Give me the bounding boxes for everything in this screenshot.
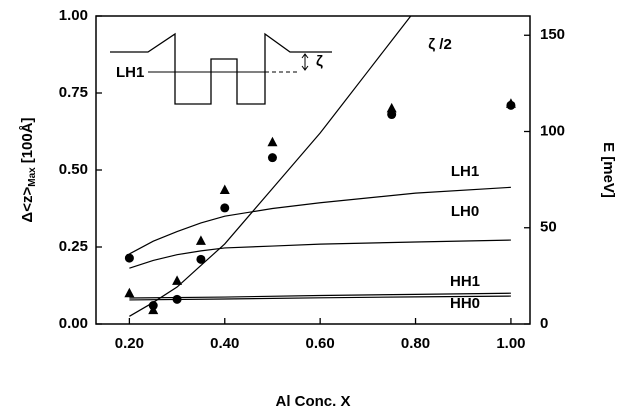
y2-axis-label: E [meV] (600, 142, 617, 198)
series-label: LH0 (451, 203, 479, 220)
y-label-main: Δ<z> (19, 187, 36, 223)
series-line (129, 239, 511, 269)
inset-label: LH1 (116, 64, 144, 81)
data-point (196, 254, 206, 264)
data-point (505, 98, 516, 108)
y-axis-label: Δ<z>Max [100Å] (19, 117, 38, 222)
series-label: LH1 (451, 163, 479, 180)
y2-tick-label: 100 (540, 122, 565, 139)
x-tick-label: 0.20 (115, 335, 144, 352)
data-point (124, 287, 135, 298)
data-point (267, 153, 277, 163)
data-point (220, 203, 230, 213)
data-point (172, 275, 183, 285)
data-point (124, 253, 134, 263)
series-label: ζ /2 (428, 36, 452, 53)
series-label: HH1 (450, 273, 480, 290)
y-tick-label: 0.00 (59, 315, 88, 332)
data-point (386, 102, 397, 113)
y-tick-label: 0.50 (59, 161, 88, 178)
inset-label: ζ (316, 53, 323, 70)
series-line (129, 295, 511, 301)
x-tick-label: 0.60 (306, 335, 335, 352)
y2-tick-label: 150 (540, 26, 565, 43)
y2-tick-label: 0 (540, 315, 548, 332)
y2-tick-label: 50 (540, 219, 557, 236)
y-label-unit: [100Å] (19, 117, 36, 163)
x-tick-label: 0.40 (210, 335, 239, 352)
y-tick-label: 0.75 (59, 84, 88, 101)
inset-diagram (110, 32, 332, 105)
x-tick-label: 1.00 (496, 335, 525, 352)
data-point (219, 184, 230, 195)
series-line (129, 15, 412, 317)
series-line (129, 186, 511, 255)
y-tick-label: 1.00 (59, 7, 88, 24)
data-point (195, 235, 206, 245)
y-label-sub: Max (27, 167, 38, 187)
data-point (267, 136, 278, 147)
data-point (172, 294, 182, 304)
y-tick-label: 0.25 (59, 238, 88, 255)
series-line (129, 292, 511, 299)
x-tick-label: 0.80 (401, 335, 430, 352)
series-label: HH0 (450, 295, 480, 312)
data-point (148, 304, 159, 315)
x-axis-label: Al Conc. X (275, 393, 350, 410)
